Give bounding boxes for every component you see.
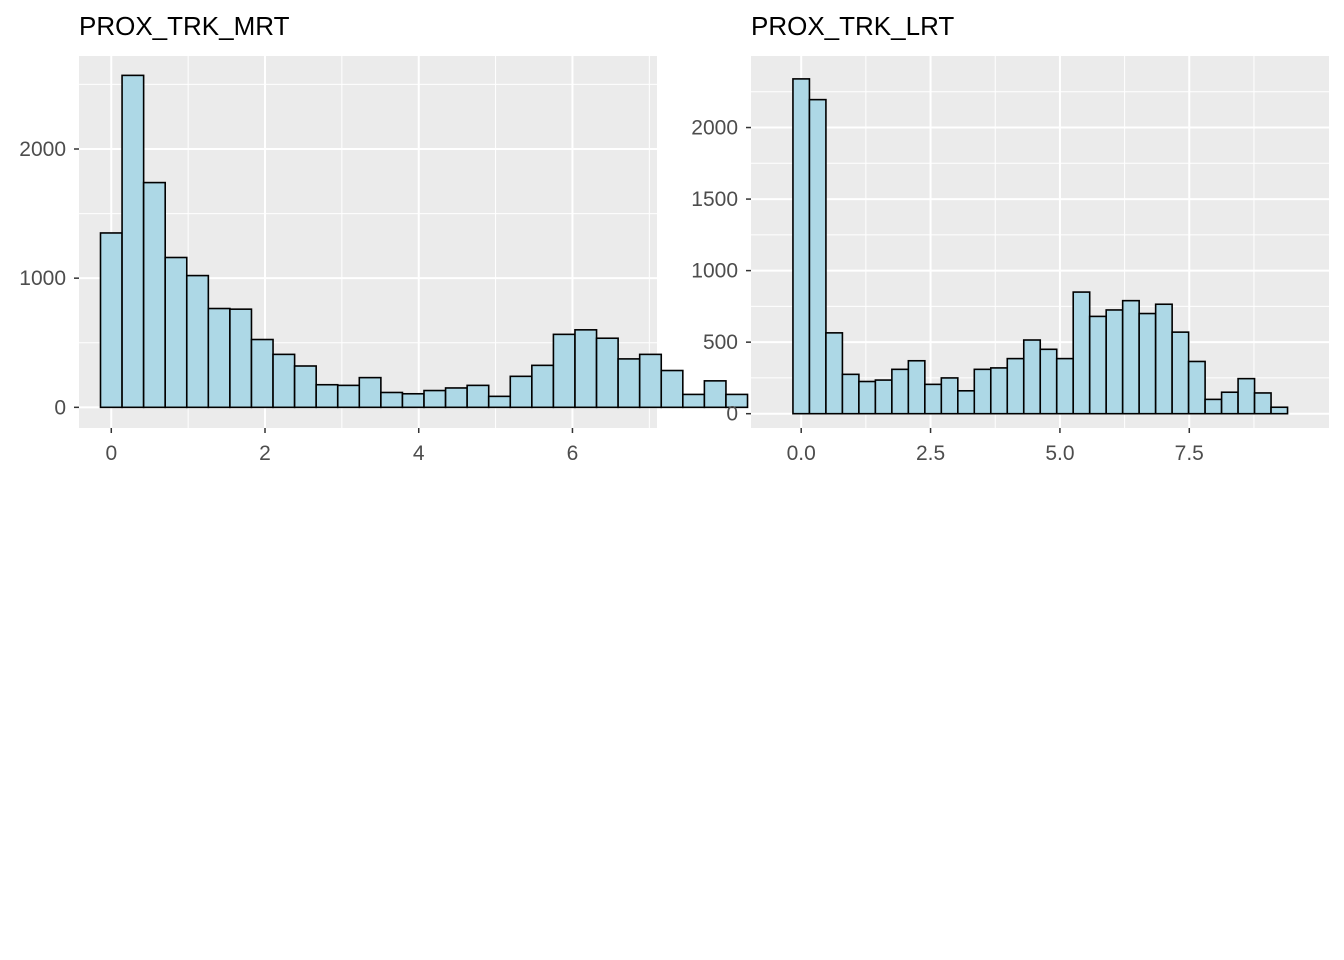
histogram-bar bbox=[703, 380, 727, 409]
histogram-bar bbox=[973, 368, 992, 415]
histogram-bar bbox=[380, 391, 404, 409]
y-tick-label: 500 bbox=[703, 331, 738, 354]
histogram-bar bbox=[1138, 312, 1157, 415]
y-tick-label: 0 bbox=[54, 396, 66, 419]
histogram-bar bbox=[1187, 360, 1206, 415]
y-tick-label: 1000 bbox=[19, 267, 66, 290]
histogram-bar bbox=[1171, 331, 1190, 415]
histogram-bar bbox=[907, 359, 926, 415]
histogram-bar bbox=[423, 389, 447, 409]
histogram-bar bbox=[1055, 357, 1075, 415]
histogram-bar bbox=[401, 392, 425, 409]
x-tick-label: 2.5 bbox=[916, 442, 945, 465]
histogram-bar bbox=[1253, 392, 1272, 415]
histogram-bar bbox=[574, 329, 598, 409]
histogram-bar bbox=[595, 337, 619, 409]
histogram-bar bbox=[142, 181, 167, 409]
histogram-bar bbox=[229, 308, 253, 409]
histogram-bar bbox=[509, 375, 533, 409]
x-axis-lrt: 0.0 2.5 5.0 7.5 bbox=[787, 428, 1204, 465]
histogram-bar bbox=[1204, 398, 1223, 415]
histogram-bar bbox=[164, 256, 188, 409]
histogram-bar bbox=[272, 353, 296, 409]
histogram-bar bbox=[891, 368, 910, 415]
chart-lrt: PROX_TRK_LRT 0 500 1000 1500 2000 0.0 2.5 5.0 7… bbox=[691, 11, 1329, 465]
bars-lrt bbox=[792, 78, 1289, 415]
x-tick-label: 5.0 bbox=[1045, 442, 1074, 465]
y-tick-label: 2000 bbox=[19, 138, 66, 161]
histogram-bar bbox=[989, 367, 1009, 415]
histogram-bar bbox=[940, 377, 959, 415]
x-tick-label: 0 bbox=[105, 442, 117, 465]
histogram-bar bbox=[487, 395, 512, 409]
histogram-bar bbox=[315, 383, 339, 409]
histogram-bar bbox=[1006, 357, 1025, 415]
histogram-bar bbox=[1088, 315, 1107, 415]
histogram-bar bbox=[682, 393, 706, 409]
histogram-bar bbox=[185, 274, 210, 409]
histogram-bar bbox=[841, 373, 860, 415]
histogram-bar bbox=[1039, 348, 1058, 415]
histogram-bar bbox=[1154, 303, 1173, 415]
histogram-bar bbox=[336, 384, 361, 409]
histogram-bar bbox=[874, 379, 893, 415]
histogram-bar bbox=[924, 383, 943, 415]
x-tick-label: 6 bbox=[567, 442, 579, 465]
histogram-bar bbox=[466, 384, 490, 409]
y-tick-label: 1500 bbox=[691, 188, 738, 211]
bars-mrt bbox=[99, 74, 749, 409]
histogram-bar bbox=[531, 364, 555, 409]
histogram-bar bbox=[121, 74, 145, 409]
y-tick-label: 2000 bbox=[691, 117, 738, 140]
x-tick-label: 4 bbox=[413, 442, 425, 465]
histogram-bar bbox=[825, 332, 844, 415]
histogram-bar bbox=[1121, 299, 1140, 415]
histogram-bar bbox=[858, 380, 877, 415]
histogram-bar bbox=[1220, 391, 1239, 415]
histogram-bar bbox=[957, 389, 976, 415]
y-tick-label: 0 bbox=[726, 403, 738, 426]
y-axis-lrt: 0 500 1000 1500 2000 bbox=[691, 117, 751, 426]
histogram-bar bbox=[792, 78, 811, 415]
chart-title-mrt: PROX_TRK_MRT bbox=[79, 11, 290, 41]
x-tick-label: 7.5 bbox=[1175, 442, 1204, 465]
y-tick-label: 1000 bbox=[691, 260, 738, 283]
histogram-bar bbox=[358, 376, 382, 409]
histogram-bar bbox=[444, 387, 468, 409]
histogram-bar bbox=[1105, 309, 1124, 415]
y-axis-mrt: 0 1000 2000 bbox=[19, 138, 79, 419]
histogram-bar bbox=[99, 232, 123, 409]
histogram-bar bbox=[638, 353, 663, 409]
chart-mrt: PROX_TRK_MRT 0 1000 2000 0 2 4 6 bbox=[19, 11, 749, 465]
histogram-bar bbox=[617, 358, 641, 409]
x-tick-label: 0.0 bbox=[787, 442, 816, 465]
x-axis-mrt: 0 2 4 6 bbox=[105, 428, 578, 465]
chart-title-lrt: PROX_TRK_LRT bbox=[751, 11, 954, 41]
histogram-bar bbox=[725, 393, 749, 409]
histogram-bar bbox=[207, 307, 231, 409]
x-tick-label: 2 bbox=[259, 442, 271, 465]
histogram-bar bbox=[1022, 339, 1042, 415]
histogram-bar bbox=[250, 338, 274, 409]
histogram-bar bbox=[660, 369, 684, 409]
histogram-bar bbox=[808, 98, 827, 415]
histogram-bar bbox=[293, 365, 317, 409]
histogram-bar bbox=[1237, 377, 1256, 415]
histogram-bar bbox=[1270, 406, 1289, 415]
histogram-bar bbox=[1072, 291, 1091, 415]
histogram-bar bbox=[552, 333, 576, 409]
